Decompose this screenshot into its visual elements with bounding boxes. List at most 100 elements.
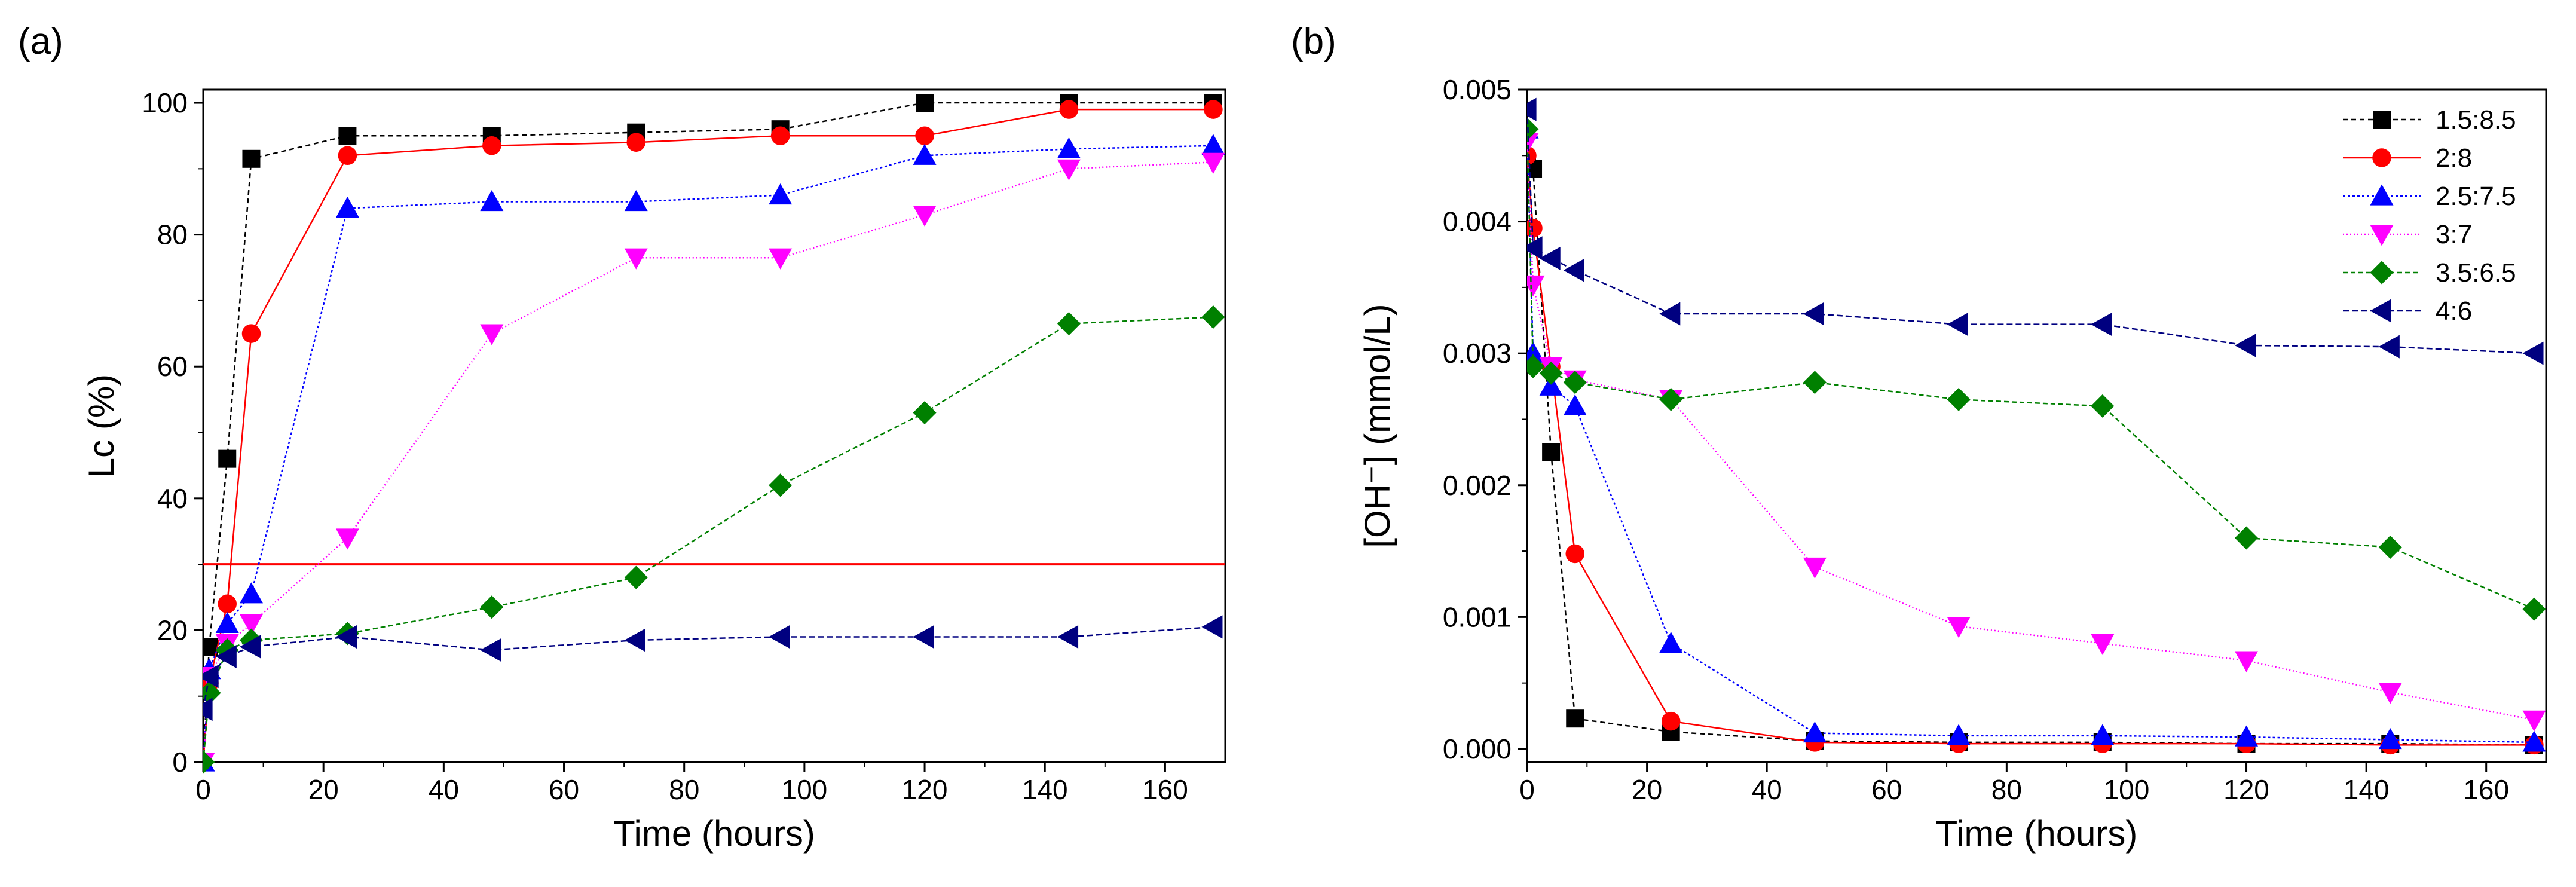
x-tick-label: 20	[1632, 774, 1662, 805]
data-point	[624, 565, 648, 589]
data-point	[1803, 302, 1825, 326]
data-point	[1527, 117, 1539, 141]
legend-label: 3.5:6.5	[2436, 258, 2516, 287]
x-tick-label: 120	[902, 774, 948, 805]
data-point	[2091, 634, 2115, 655]
legend-label: 1.5:8.5	[2436, 105, 2516, 134]
series-3:7	[203, 152, 1225, 774]
data-point	[2091, 313, 2112, 337]
series-4:6	[203, 615, 1223, 721]
data-point	[769, 473, 793, 497]
data-point	[203, 698, 213, 721]
data-point	[770, 126, 790, 145]
data-point	[769, 183, 793, 205]
x-tick-label: 160	[2463, 774, 2509, 805]
data-point	[1057, 312, 1081, 336]
legend-marker	[2372, 148, 2391, 167]
y-axis-title: Lc (%)	[81, 374, 121, 478]
panel-label: (b)	[1291, 21, 1336, 62]
y-tick-label: 40	[157, 483, 188, 514]
legend-label: 2.5:7.5	[2436, 182, 2516, 211]
data-point	[1803, 721, 1827, 743]
data-point	[769, 248, 793, 270]
data-point	[1803, 371, 1827, 394]
x-tick-label: 60	[1871, 774, 1902, 805]
data-point	[1565, 544, 1584, 564]
series-1.5:8.5	[203, 94, 1222, 771]
y-tick-label: 0.000	[1443, 733, 1512, 764]
chart-panel-1: (a) 0 20 40 60 80 100 120 140 160 0 20 40 60 80 100 Time…	[18, 21, 1226, 854]
series-line	[203, 316, 1213, 763]
data-point	[624, 190, 648, 212]
data-point	[480, 638, 501, 662]
data-point	[239, 635, 261, 659]
legend: 1.5:8.5 2:8 2.5:7.5 3:7 3.5:6.5 4:6	[2343, 105, 2516, 326]
data-point	[913, 625, 934, 649]
data-point	[1204, 100, 1223, 119]
data-point	[1539, 374, 1563, 396]
data-point	[915, 126, 934, 145]
panel-label: (a)	[18, 21, 63, 62]
y-tick-label: 0.001	[1443, 601, 1512, 632]
data-point	[2235, 651, 2259, 672]
y-tick-label: 0.004	[1443, 206, 1512, 237]
data-point	[2522, 597, 2546, 621]
data-point	[1661, 711, 1681, 731]
data-point	[624, 628, 645, 652]
series-line	[1527, 161, 2534, 746]
series-line	[203, 161, 1213, 763]
data-point	[913, 205, 937, 227]
y-tick-label: 20	[157, 614, 188, 646]
y-tick-label: 80	[157, 219, 188, 250]
data-point	[1527, 354, 1545, 378]
data-point	[1201, 152, 1225, 174]
data-point	[480, 190, 504, 212]
data-point	[1057, 159, 1081, 181]
data-point	[1201, 305, 1225, 329]
data-point	[218, 594, 237, 614]
legend-marker	[2370, 184, 2394, 206]
x-tick-label: 0	[1519, 774, 1535, 805]
y-axis-title: [OH⁻] (mmol/L)	[1357, 304, 1397, 548]
x-axis-title: Time (hours)	[613, 813, 815, 854]
data-point	[2378, 535, 2402, 559]
series-3.5:6.5	[203, 305, 1225, 774]
y-tick-label: 100	[142, 87, 188, 118]
data-point	[239, 582, 263, 604]
plot-frame	[202, 88, 1226, 763]
data-point	[1659, 387, 1683, 411]
x-tick-label: 0	[195, 774, 211, 805]
legend-label: 2:8	[2436, 143, 2472, 173]
x-tick-label: 60	[549, 774, 579, 805]
series-4:6	[1527, 97, 2544, 365]
y-tick-label: 0	[172, 747, 188, 778]
data-point	[1947, 724, 1971, 745]
data-point	[1057, 625, 1079, 649]
data-point	[338, 127, 357, 145]
data-point	[1201, 134, 1225, 155]
data-point	[335, 625, 357, 649]
data-point	[1563, 258, 1584, 282]
y-tick-label: 60	[157, 351, 188, 382]
x-tick-label: 80	[1991, 774, 2022, 805]
data-point	[1947, 617, 1971, 638]
series-line	[1527, 142, 2535, 721]
chart-panel-2: (b) 0 20 40 60 80 100 120 140 160 0.000 0.001 0.002 0…	[1291, 21, 2547, 854]
x-tick-label: 40	[1752, 774, 1782, 805]
data-point	[2091, 394, 2115, 418]
x-axis-title: Time (hours)	[1936, 813, 2138, 854]
data-point	[2378, 728, 2402, 750]
legend-marker	[2370, 299, 2391, 323]
data-point	[2522, 730, 2546, 752]
data-point	[1542, 443, 1561, 461]
data-point	[480, 324, 504, 345]
x-tick-label: 140	[2344, 774, 2390, 805]
data-point	[1659, 631, 1683, 653]
plot-frame	[1526, 88, 2547, 763]
data-point	[1527, 236, 1543, 260]
x-tick-label: 80	[669, 774, 699, 805]
data-point	[1947, 313, 1968, 337]
legend-marker	[2370, 225, 2394, 246]
series-1.5:8.5	[1527, 153, 2543, 754]
